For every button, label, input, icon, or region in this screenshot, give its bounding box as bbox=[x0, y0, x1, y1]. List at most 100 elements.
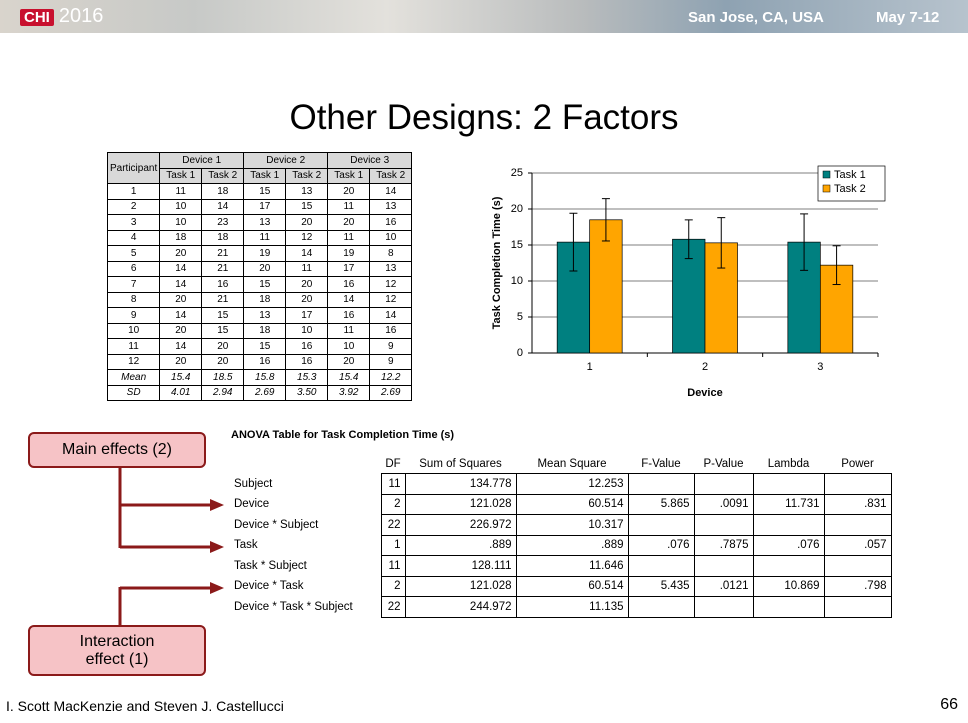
cell: 14 bbox=[327, 291, 371, 308]
cell: 8 bbox=[106, 291, 161, 308]
header-cell: F-Value bbox=[641, 458, 681, 470]
cell: 2 bbox=[380, 493, 406, 515]
cell: 10 bbox=[159, 214, 203, 231]
cell bbox=[693, 596, 754, 618]
cell: 10 bbox=[106, 322, 161, 339]
cell: 20 bbox=[327, 353, 371, 370]
cell: 19 bbox=[327, 245, 371, 262]
cell: 20 bbox=[243, 260, 287, 277]
error-bar bbox=[569, 212, 578, 272]
cell: 18 bbox=[201, 183, 245, 200]
slide-title: Other Designs: 2 Factors bbox=[289, 98, 679, 137]
error-bar bbox=[717, 217, 726, 269]
cell: 11 bbox=[285, 260, 329, 277]
cell: .076 bbox=[752, 534, 825, 556]
cell: 20 bbox=[285, 214, 329, 231]
header-cell: Device 3 bbox=[327, 152, 413, 169]
cell: 20 bbox=[327, 183, 371, 200]
cell: 20 bbox=[159, 245, 203, 262]
cell: 16 bbox=[369, 214, 413, 231]
row: Task 1.889.889.076.7875.076.057 bbox=[228, 534, 892, 556]
header-cell: Task 2 bbox=[201, 167, 245, 184]
cell: 15 bbox=[243, 183, 287, 200]
row: 6 14 21 20 11 17 13 bbox=[106, 260, 413, 277]
cell: 121.028 bbox=[404, 575, 517, 597]
logo-year: 2016 bbox=[58, 5, 104, 27]
cell: 134.778 bbox=[404, 473, 517, 495]
cell: 11 bbox=[327, 322, 371, 339]
row: Device * Subject 22 226.972 10.317 bbox=[228, 514, 892, 536]
callout: Main effects (2) bbox=[28, 432, 206, 468]
cell bbox=[823, 473, 892, 495]
row: SD 4.01 2.94 2.69 3.50 3.92 2.69 bbox=[106, 384, 413, 401]
cell: 15 bbox=[201, 307, 245, 324]
cell: 21 bbox=[201, 260, 245, 277]
source: Device bbox=[234, 498, 270, 511]
footer-authors: I. Scott MacKenzie and Steven J. Castell… bbox=[6, 698, 284, 714]
data-table: Participant Device 1 Device 2 Device 3 Task … bbox=[106, 152, 413, 401]
cell: 16 bbox=[243, 353, 287, 370]
cell: 18 bbox=[201, 229, 245, 246]
cell: 14 bbox=[159, 307, 203, 324]
cell: 15.4 bbox=[159, 369, 203, 386]
cell: 10.869 bbox=[752, 575, 825, 597]
row: Device 2 121.028 60.514 5.865.0091 11.731.831 bbox=[228, 493, 892, 515]
cell: 121.028 bbox=[404, 493, 517, 515]
cell: .076 bbox=[627, 534, 695, 556]
x-tick-label: 1 bbox=[587, 361, 593, 373]
error-bar bbox=[601, 198, 610, 242]
row: 1 11 18 15 13 20 14 bbox=[106, 183, 413, 200]
arrow-head bbox=[210, 541, 224, 553]
cell: 8 bbox=[369, 245, 413, 262]
source: Task * Subject bbox=[234, 559, 307, 572]
cell: 12 bbox=[369, 291, 413, 308]
cell: 16 bbox=[201, 276, 245, 293]
row: 7 14 16 15 20 16 12 bbox=[106, 276, 413, 293]
cell bbox=[823, 555, 892, 577]
cell: 60.514 bbox=[515, 493, 629, 515]
y-tick-label: 20 bbox=[511, 203, 523, 215]
header-cell: Power bbox=[841, 458, 874, 470]
error-bar bbox=[800, 213, 809, 271]
cell: 18 bbox=[243, 322, 287, 339]
cell: 17 bbox=[243, 198, 287, 215]
cell: 16 bbox=[285, 353, 329, 370]
dates: May 7-12 bbox=[876, 9, 940, 26]
cell: 11 bbox=[380, 555, 406, 577]
cell: 13 bbox=[285, 183, 329, 200]
page-number: 66 bbox=[940, 696, 958, 713]
cell: 18 bbox=[159, 229, 203, 246]
cell: 20 bbox=[201, 338, 245, 355]
cell bbox=[823, 596, 892, 618]
cell bbox=[627, 596, 695, 618]
cell: 11.646 bbox=[515, 555, 629, 577]
cell: 17 bbox=[327, 260, 371, 277]
arrow-head bbox=[210, 499, 224, 511]
cell: 4.01 bbox=[159, 384, 203, 401]
row: 3 10 23 13 20 20 16 bbox=[106, 214, 413, 231]
row: 9 14 15 13 17 16 14 bbox=[106, 307, 413, 324]
cell: .0091 bbox=[693, 493, 754, 515]
cell: 3.92 bbox=[327, 384, 371, 401]
cell: 20 bbox=[201, 353, 245, 370]
x-tick-label: 2 bbox=[702, 361, 708, 373]
cell: 10 bbox=[369, 229, 413, 246]
cell: 13 bbox=[243, 307, 287, 324]
header-cell: Mean Square bbox=[537, 458, 607, 470]
cell: 2 bbox=[106, 198, 161, 215]
cell: 60.514 bbox=[515, 575, 629, 597]
cell: 12.2 bbox=[369, 369, 413, 386]
cell: .831 bbox=[823, 493, 892, 515]
cell: 15 bbox=[285, 198, 329, 215]
cell: 3.50 bbox=[285, 384, 329, 401]
source: Device * Task * Subject bbox=[234, 600, 353, 613]
cell: 14 bbox=[369, 307, 413, 324]
row: Device * Task 2 121.028 60.514 5.435.0121 10.… bbox=[228, 575, 892, 597]
cell: 15.4 bbox=[327, 369, 371, 386]
cell: 16 bbox=[285, 338, 329, 355]
cell: .0121 bbox=[693, 575, 754, 597]
cell: 15 bbox=[243, 276, 287, 293]
y-tick-label: 5 bbox=[517, 311, 523, 323]
header-cell: Task 1 bbox=[159, 167, 203, 184]
header-cell: Task 1 bbox=[327, 167, 371, 184]
